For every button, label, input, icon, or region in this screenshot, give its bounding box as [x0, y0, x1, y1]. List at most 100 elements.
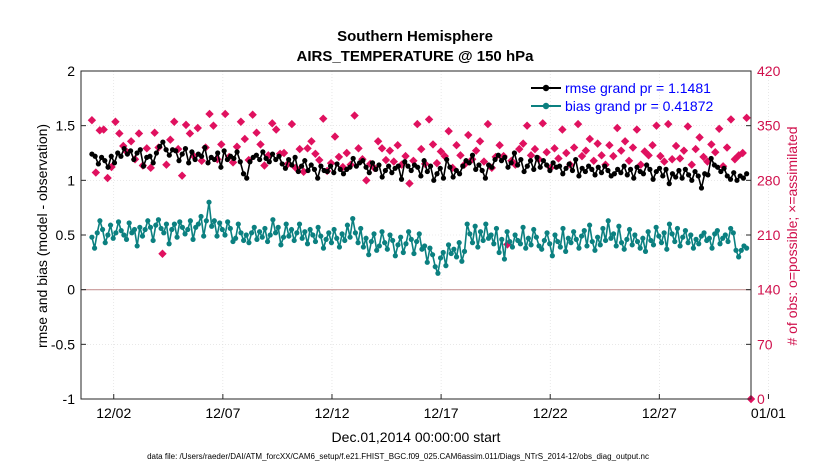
rmse-point: [266, 159, 272, 165]
bias-point: [491, 241, 497, 247]
rmse-point: [398, 176, 405, 182]
chart-title: Southern Hemisphere: [337, 28, 493, 45]
bias-point: [384, 246, 390, 252]
rmse-point: [260, 149, 266, 155]
right-tick-label: 420: [757, 63, 781, 79]
bias-point: [155, 217, 162, 223]
rmse-point: [198, 153, 205, 159]
rmse-point: [405, 163, 411, 169]
bias-point: [395, 242, 401, 248]
rmse-point: [140, 163, 147, 169]
bias-point: [610, 231, 617, 237]
bias-point: [382, 240, 388, 246]
obs-marker: [248, 110, 257, 119]
bias-point: [185, 226, 191, 233]
obs-marker: [311, 149, 320, 158]
bias-point: [517, 241, 524, 247]
rmse-point: [692, 168, 698, 175]
x-axis-ticks: 12/02 12/07 12/12 12/17 12/22 12/27 01/01: [96, 394, 786, 421]
bias-point: [472, 223, 478, 229]
bias-point: [634, 238, 641, 245]
obs-marker: [550, 144, 559, 153]
bias-point: [137, 224, 143, 230]
obs-marker: [381, 155, 391, 165]
bias-point: [496, 249, 502, 256]
bias-point: [352, 230, 358, 236]
obs-marker: [569, 143, 579, 152]
rmse-point: [276, 153, 282, 159]
rmse-point: [389, 170, 395, 176]
bias-point: [581, 228, 587, 234]
bias-point: [645, 229, 651, 235]
rmse-point: [186, 160, 192, 166]
obs-marker: [542, 148, 551, 157]
bias-point: [358, 225, 364, 232]
bias-point: [187, 218, 193, 224]
bias-point: [579, 233, 585, 239]
obs-marker: [483, 119, 493, 129]
bias-series: [89, 199, 750, 276]
bias-point: [190, 236, 196, 242]
rmse-point: [105, 164, 111, 170]
legend-bias-marker: [542, 102, 550, 110]
rmse-point: [731, 170, 737, 176]
bias-point: [347, 234, 353, 240]
bias-point: [272, 230, 279, 236]
rmse-point: [192, 156, 198, 163]
rmse-point: [656, 165, 663, 171]
rmse-point: [337, 166, 343, 172]
x-tick-label: 12/17: [424, 405, 459, 421]
obs-marker: [562, 148, 571, 158]
obs-marker: [456, 151, 465, 160]
obs-marker: [530, 144, 540, 154]
obs-marker: [616, 146, 626, 155]
obs-marker: [428, 140, 438, 149]
rmse-point: [92, 153, 98, 159]
rmse-point: [447, 164, 453, 170]
obs-marker: [671, 141, 681, 151]
obs-marker: [299, 167, 308, 176]
rmse-point: [408, 167, 414, 174]
bias-point: [336, 244, 343, 250]
rmse-point: [611, 171, 618, 177]
obs-marker: [158, 249, 167, 258]
rmse-point: [434, 171, 440, 177]
rmse-point: [134, 150, 140, 156]
rmse-point: [537, 164, 543, 170]
bias-point: [453, 254, 460, 260]
rmse-point: [269, 151, 276, 157]
rmse-point: [418, 173, 424, 179]
y-axis-ticks: -1 -0.5 0 0.5 1 1.5 2: [51, 63, 86, 407]
obs-marker: [232, 142, 242, 151]
bias-point: [504, 229, 510, 235]
rmse-point: [121, 146, 127, 152]
obs-marker: [393, 140, 402, 150]
obs-marker: [185, 129, 195, 138]
obs-marker: [354, 144, 363, 153]
obs-marker: [660, 157, 669, 166]
bias-point: [121, 232, 127, 238]
obs-marker: [99, 125, 108, 134]
bias-point: [198, 213, 204, 220]
bias-point: [701, 230, 707, 236]
rmse-point: [182, 146, 189, 152]
bias-point: [706, 235, 712, 241]
obs-marker: [593, 139, 602, 148]
bias-point: [523, 245, 529, 251]
obs-marker: [315, 155, 324, 165]
obs-marker: [146, 163, 155, 173]
bias-point: [118, 228, 124, 234]
obs-marker: [385, 146, 395, 155]
bias-point: [360, 244, 366, 250]
rmse-point: [547, 167, 553, 174]
bias-point: [640, 235, 646, 241]
bias-point: [249, 230, 255, 236]
obs-marker: [714, 124, 724, 133]
obs-marker: [95, 126, 104, 135]
obs-marker: [217, 140, 226, 149]
rmse-point: [627, 166, 634, 172]
bias-point: [560, 225, 566, 232]
bias-point: [605, 218, 611, 224]
right-axis-ticks: 0 70 140 210 280 350 420: [746, 63, 781, 407]
bias-point: [233, 235, 239, 241]
